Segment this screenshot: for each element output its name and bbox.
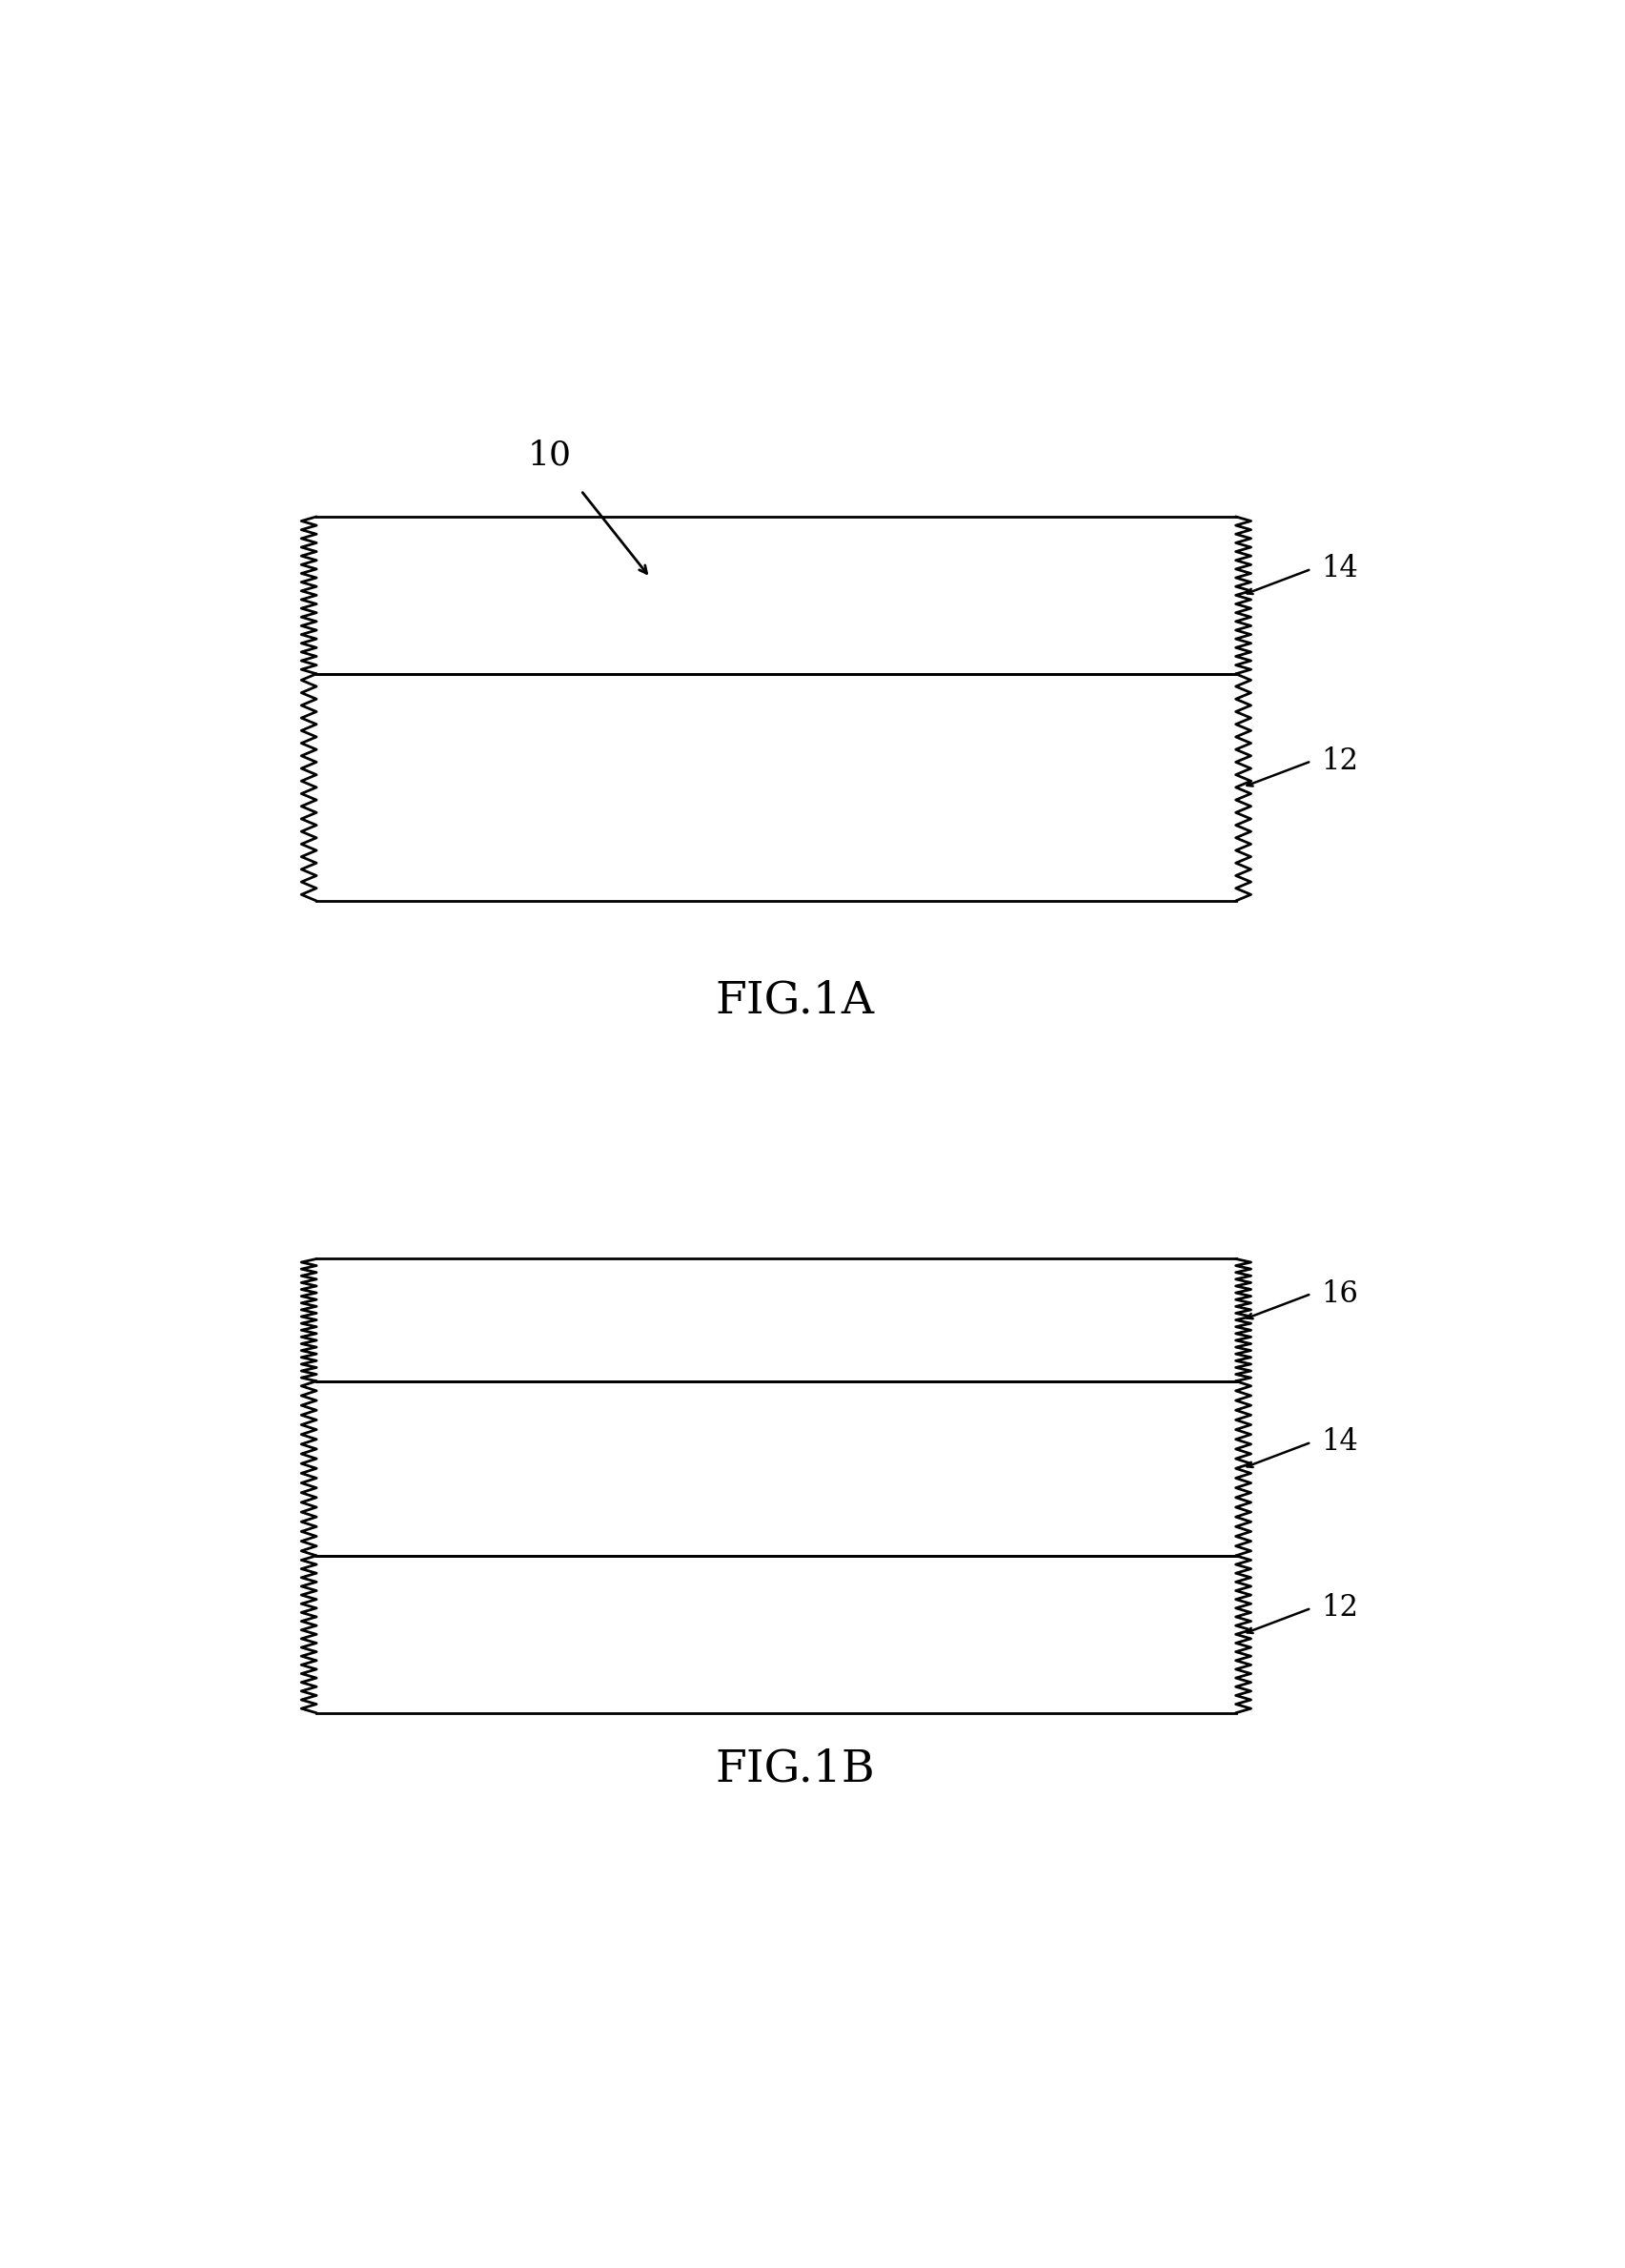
Text: 14: 14 xyxy=(1321,553,1359,583)
Text: 12: 12 xyxy=(1321,746,1359,776)
Text: 12: 12 xyxy=(1321,1594,1359,1624)
Text: 10: 10 xyxy=(528,440,572,472)
Text: FIG.1B: FIG.1B xyxy=(715,1749,874,1792)
Text: 16: 16 xyxy=(1321,1279,1359,1309)
Text: 14: 14 xyxy=(1321,1427,1359,1456)
Text: FIG.1A: FIG.1A xyxy=(715,980,874,1023)
